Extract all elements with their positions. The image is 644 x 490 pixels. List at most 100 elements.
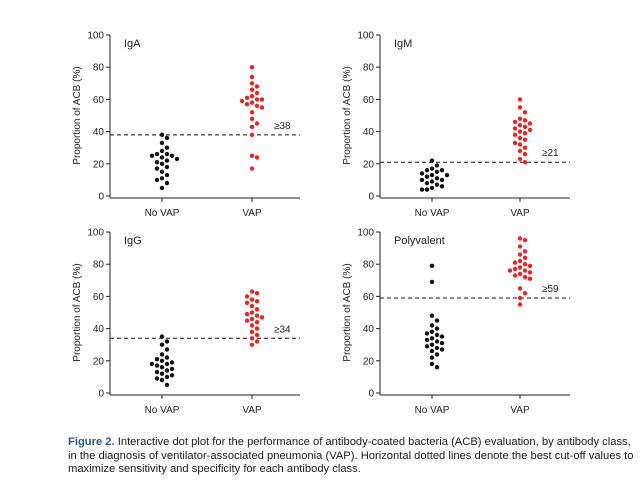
- data-point: [249, 132, 255, 137]
- caption-label: Figure 2.: [68, 436, 115, 448]
- data-point: [512, 132, 518, 137]
- data-point: [164, 172, 170, 178]
- data-point: [159, 377, 165, 383]
- data-point: [249, 329, 255, 334]
- data-point: [174, 156, 180, 162]
- data-point: [527, 263, 533, 268]
- data-point: [429, 336, 435, 341]
- y-tick-label: 100: [87, 31, 104, 42]
- data-point: [254, 155, 260, 160]
- data-point: [259, 97, 265, 102]
- data-point: [429, 313, 435, 318]
- data-point: [164, 135, 170, 141]
- data-point: [434, 332, 440, 338]
- data-point: [164, 361, 170, 367]
- data-point: [254, 121, 260, 126]
- data-point: [164, 368, 170, 373]
- data-point: [424, 174, 430, 179]
- y-tick-label: 40: [363, 127, 375, 138]
- cutoff-label: ≥59: [542, 284, 559, 295]
- data-point: [164, 180, 170, 186]
- data-point: [517, 123, 523, 128]
- data-point: [159, 132, 165, 137]
- data-point: [429, 166, 435, 171]
- y-tick-label: 80: [93, 260, 105, 271]
- data-point: [522, 255, 528, 260]
- panel-label: IgA: [124, 38, 141, 50]
- data-point: [512, 266, 518, 272]
- y-tick-label: 40: [93, 324, 105, 335]
- data-point: [254, 332, 260, 338]
- data-point: [527, 276, 533, 281]
- y-tick-label: 20: [93, 159, 105, 170]
- data-point: [517, 148, 523, 154]
- data-point: [517, 142, 523, 147]
- data-point: [159, 161, 165, 166]
- data-point: [424, 187, 430, 192]
- data-point: [429, 158, 435, 163]
- data-point: [149, 153, 155, 158]
- y-tick-label: 100: [357, 228, 374, 239]
- data-point: [254, 320, 260, 325]
- data-point: [254, 313, 260, 318]
- data-point: [424, 168, 430, 173]
- panel-label: IgM: [394, 38, 412, 50]
- data-point: [522, 145, 528, 150]
- data-point: [522, 274, 528, 280]
- data-point: [434, 163, 440, 168]
- data-point: [517, 302, 523, 307]
- y-tick-label: 40: [93, 127, 105, 138]
- x-tick-label: No VAP: [415, 405, 450, 416]
- data-point: [169, 153, 175, 158]
- data-point: [434, 365, 440, 370]
- data-point: [434, 176, 440, 181]
- data-point: [254, 97, 260, 102]
- y-tick-label: 60: [93, 95, 105, 106]
- data-point: [429, 323, 435, 328]
- data-point: [512, 126, 518, 131]
- y-tick-label: 100: [357, 31, 374, 42]
- data-point: [429, 179, 435, 184]
- caption-text: Interactive dot plot for the performance…: [68, 436, 634, 476]
- y-axis-label: Proportion of ACB (%): [342, 263, 353, 361]
- y-tick-label: 60: [363, 292, 375, 303]
- y-tick-label: 0: [98, 192, 104, 203]
- data-point: [522, 249, 528, 254]
- data-point: [439, 177, 445, 183]
- data-point: [254, 326, 260, 331]
- data-point: [249, 166, 255, 171]
- data-point: [244, 95, 250, 101]
- data-point: [159, 365, 165, 370]
- data-point: [527, 270, 533, 275]
- data-point: [507, 268, 513, 273]
- data-point: [154, 177, 160, 183]
- x-tick-label: No VAP: [145, 405, 180, 416]
- panel-polyvalent: 0 20 40 60 80 100 Proportion of ACB (%) No VAP V…: [342, 228, 570, 416]
- data-point: [249, 87, 255, 92]
- data-point: [439, 184, 445, 189]
- data-point: [434, 326, 440, 331]
- data-point: [169, 360, 175, 365]
- data-point: [517, 97, 523, 102]
- data-point: [439, 334, 445, 339]
- data-point: [522, 262, 528, 267]
- data-point: [522, 268, 528, 273]
- data-point: [517, 129, 523, 134]
- data-point: [164, 164, 170, 170]
- data-point: [522, 160, 528, 165]
- data-point: [244, 318, 250, 323]
- data-point: [429, 355, 435, 360]
- y-tick-label: 20: [363, 356, 375, 367]
- data-point: [154, 369, 160, 375]
- data-point: [434, 318, 440, 323]
- data-point: [149, 361, 155, 367]
- data-point: [517, 258, 523, 264]
- data-point: [164, 339, 170, 344]
- data-point: [169, 366, 175, 372]
- data-point: [259, 105, 265, 110]
- data-point: [154, 357, 160, 362]
- data-point: [434, 345, 440, 351]
- data-point: [517, 105, 523, 110]
- data-point: [512, 273, 518, 278]
- data-point: [439, 168, 445, 173]
